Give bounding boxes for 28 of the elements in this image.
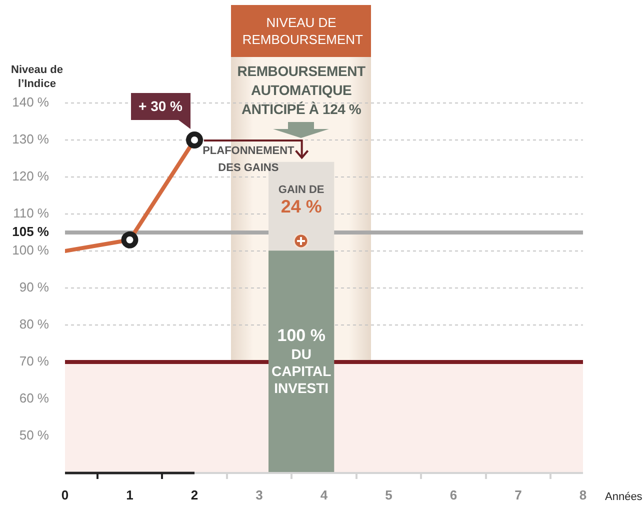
x-tick-label: 2	[190, 487, 198, 502]
y-tick-label: 120 %	[12, 168, 50, 184]
y-tick-label: 130 %	[12, 132, 50, 147]
x-tick-label: 5	[385, 487, 392, 502]
y-tick-label: 100 %	[12, 242, 50, 258]
text: NIVEAU DE REMBOURSEMENT	[242, 14, 363, 48]
x-tick-label: 4	[320, 487, 328, 502]
x-tick-label: 3	[256, 487, 263, 502]
x-tick-label: 1	[126, 487, 134, 502]
y-tick-label: 140 %	[12, 94, 50, 110]
x-tick-label: 8	[579, 487, 587, 502]
y-tick-label: 80 %	[19, 316, 50, 332]
y-tick-label: 70 %	[19, 354, 50, 369]
x-tick-label: 6	[450, 487, 458, 502]
annotation: PLAFONNEMENT DES GAINS	[202, 145, 295, 174]
x-tick-label: 7	[514, 487, 522, 502]
ref-line-label: 105 %	[12, 224, 50, 240]
y-tick-label: 90 %	[19, 280, 50, 295]
annotation: + 30 %	[130, 93, 190, 129]
y-tick-label: 110 %	[13, 206, 50, 221]
x-axis-title: Années	[605, 491, 643, 504]
annotation: REMBOURSEMENT AUTOMATIQUE ANTICIPÉ À 124 %	[236, 62, 366, 119]
y-axis-title: Niveau de l’Indice	[11, 64, 63, 90]
y-tick-label: 50 %	[19, 428, 50, 443]
data-label: GAIN DE 24 %	[278, 184, 324, 217]
x-tick-label: 0	[61, 487, 69, 502]
y-tick-label: 60 %	[19, 390, 50, 406]
data-label: 100 % DU CAPITAL INVESTI	[272, 326, 332, 396]
